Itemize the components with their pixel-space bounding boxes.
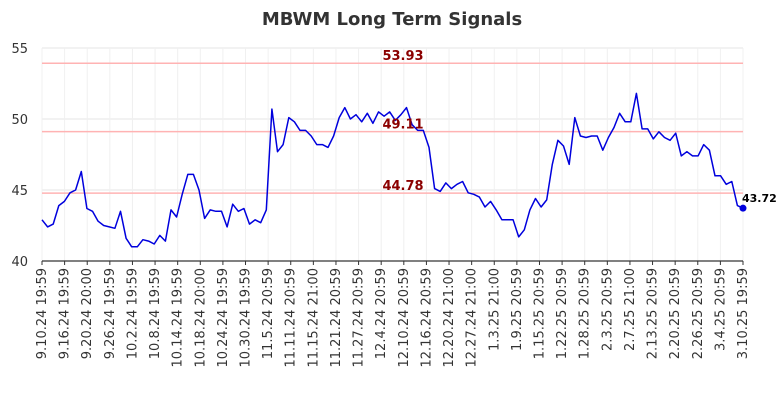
x-tick-label: 12.10.24 20:59 (397, 268, 412, 368)
y-tick-label: 50 (11, 113, 28, 128)
x-tick-label: 9.16.24 19:59 (58, 268, 73, 359)
x-tick-label: 12.4.24 20:59 (374, 268, 389, 359)
x-tick-label: 12.27.24 21:00 (465, 268, 480, 368)
x-tick-label: 10.30.24 19:59 (239, 268, 254, 368)
x-tick-label: 12.20.24 21:00 (442, 268, 457, 368)
x-tick-label: 2.20.25 20:59 (668, 268, 683, 359)
reference-labels: 53.93 49.11 44.78 (382, 49, 423, 194)
price-line (41, 92, 744, 248)
x-tick-label: 12.16.24 20:59 (419, 268, 434, 368)
x-tick-labels: 9.10.24 19:59 9.16.24 19:59 9.20.24 20:00 9… (35, 261, 751, 368)
reference-lines (42, 62, 743, 194)
x-tick-label: 3.4.25 20:59 (713, 268, 728, 351)
x-tick-label: 9.10.24 19:59 (35, 268, 50, 359)
x-tick-label: 10.8.24 19:59 (148, 268, 163, 359)
x-tick-label: 2.7.25 21:00 (623, 268, 638, 351)
series: 43.72 (41, 92, 777, 248)
x-tick-label: 3.10.25 19:59 (736, 268, 751, 359)
x-tick-label: 2.26.25 20:59 (691, 268, 706, 359)
x-tick-label: 1.3.25 21:00 (487, 268, 502, 351)
grid (41, 47, 744, 262)
x-tick-label: 10.18.24 20:00 (193, 268, 208, 368)
x-tick-label: 10.2.24 19:59 (125, 268, 140, 359)
x-tick-label: 10.24.24 19:59 (216, 268, 231, 368)
x-tick-label: 11.21.24 20:59 (329, 268, 344, 368)
y-tick-labels: 40 45 50 55 (11, 42, 28, 270)
x-tick-label: 1.9.25 20:59 (510, 268, 525, 351)
x-tick-label: 11.15.24 21:00 (306, 268, 321, 368)
x-tick-label: 9.20.24 20:00 (80, 268, 95, 359)
reference-label: 44.78 (382, 179, 423, 194)
last-value-point (739, 204, 747, 212)
reference-label: 53.93 (382, 49, 423, 64)
last-value-label: 43.72 (742, 192, 777, 205)
x-tick-label: 11.5.24 20:59 (261, 268, 276, 359)
y-tick-label: 45 (11, 184, 28, 199)
x-tick-label: 2.13.25 20:59 (646, 268, 661, 359)
y-tick-label: 55 (11, 42, 28, 57)
x-tick-label: 11.11.24 20:59 (284, 268, 299, 368)
x-tick-label: 10.14.24 19:59 (171, 268, 186, 368)
y-tick-label: 40 (11, 255, 28, 270)
x-tick-label: 2.3.25 20:59 (600, 268, 615, 351)
x-tick-label: 1.22.25 20:59 (555, 268, 570, 359)
x-tick-label: 9.26.24 19:59 (103, 268, 118, 359)
x-tick-label: 11.27.24 20:59 (352, 268, 367, 368)
reference-label: 49.11 (382, 118, 423, 133)
chart-title: MBWM Long Term Signals (262, 9, 522, 30)
x-tick-label: 1.15.25 20:59 (532, 268, 547, 359)
x-tick-label: 1.28.25 20:59 (578, 268, 593, 359)
